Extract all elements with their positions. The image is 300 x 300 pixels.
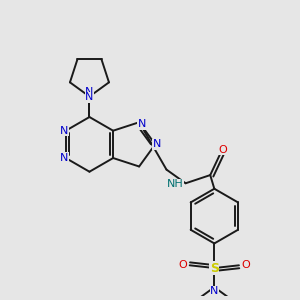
Text: N: N [60, 126, 68, 136]
Text: O: O [178, 260, 187, 270]
Text: N: N [85, 92, 94, 103]
Text: O: O [242, 260, 250, 270]
Text: O: O [219, 145, 227, 155]
Text: N: N [210, 286, 218, 296]
Text: N: N [138, 119, 146, 129]
Text: N: N [85, 87, 94, 98]
Text: N: N [60, 153, 68, 163]
Text: N: N [153, 140, 161, 149]
Text: S: S [210, 262, 219, 275]
Text: NH: NH [167, 179, 184, 189]
